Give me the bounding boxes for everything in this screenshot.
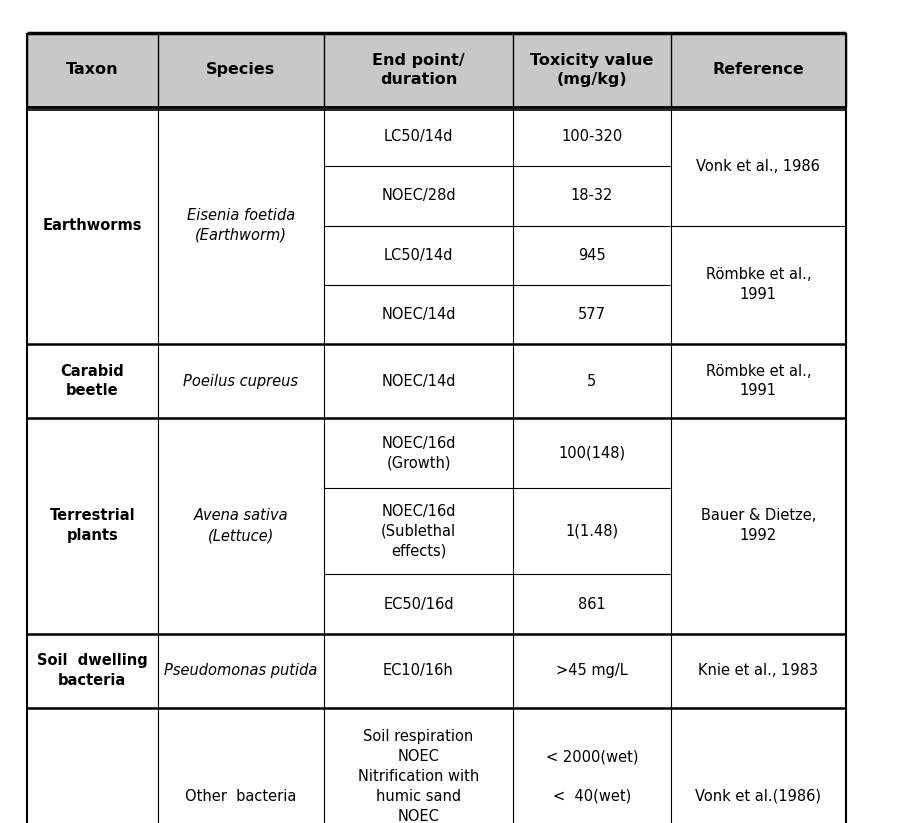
Text: 5: 5 xyxy=(587,374,597,388)
Text: NOEC/16d
(Sublethal
effects): NOEC/16d (Sublethal effects) xyxy=(381,504,456,559)
Bar xyxy=(513,488,670,574)
Text: End point/
duration: End point/ duration xyxy=(372,53,465,87)
Bar xyxy=(513,418,670,488)
Bar xyxy=(324,708,513,823)
Bar xyxy=(670,708,846,823)
Bar xyxy=(513,285,670,344)
Bar xyxy=(324,634,513,708)
Bar xyxy=(670,418,846,634)
Bar xyxy=(27,107,158,344)
Bar xyxy=(27,344,158,418)
Bar xyxy=(513,344,670,418)
Bar xyxy=(324,107,513,166)
Text: Pseudomonas putida: Pseudomonas putida xyxy=(164,663,318,678)
Bar xyxy=(158,708,324,823)
Text: >45 mg/L: >45 mg/L xyxy=(556,663,627,678)
Text: 577: 577 xyxy=(578,307,606,322)
Text: Carabid
beetle: Carabid beetle xyxy=(60,364,124,398)
Bar xyxy=(324,574,513,634)
Bar xyxy=(324,166,513,226)
Text: Other  bacteria: Other bacteria xyxy=(185,788,296,804)
Bar xyxy=(27,418,158,634)
Text: Reference: Reference xyxy=(713,63,804,77)
Text: < 2000(wet)

<  40(wet)

≤ 0.1(wet): < 2000(wet) < 40(wet) ≤ 0.1(wet) xyxy=(545,749,638,823)
Bar xyxy=(27,708,158,823)
Text: NOEC/14d: NOEC/14d xyxy=(382,307,455,322)
Text: Soil  dwelling
bacteria: Soil dwelling bacteria xyxy=(37,653,148,688)
Bar xyxy=(324,285,513,344)
Text: Earthworms: Earthworms xyxy=(42,218,142,233)
Bar xyxy=(324,344,513,418)
Bar xyxy=(27,33,158,107)
Text: Taxon: Taxon xyxy=(66,63,119,77)
Text: Vonk et al.(1986): Vonk et al.(1986) xyxy=(695,788,821,804)
Bar xyxy=(513,107,670,166)
Text: 100(148): 100(148) xyxy=(558,445,626,461)
Text: Bauer & Dietze,
1992: Bauer & Dietze, 1992 xyxy=(700,509,816,543)
Bar xyxy=(513,634,670,708)
Text: Eisenia foetida
(Earthworm): Eisenia foetida (Earthworm) xyxy=(186,208,295,243)
Bar xyxy=(670,107,846,226)
Text: LC50/14d: LC50/14d xyxy=(383,248,454,263)
Text: NOEC/28d: NOEC/28d xyxy=(382,188,455,203)
Bar xyxy=(158,634,324,708)
Text: Terrestrial
plants: Terrestrial plants xyxy=(50,509,135,543)
Text: NOEC/16d
(Growth): NOEC/16d (Growth) xyxy=(382,435,455,471)
Bar xyxy=(670,226,846,344)
Text: 945: 945 xyxy=(578,248,606,263)
Text: 861: 861 xyxy=(578,597,606,611)
Bar xyxy=(158,107,324,344)
Bar xyxy=(158,344,324,418)
Text: NOEC/14d: NOEC/14d xyxy=(382,374,455,388)
Text: 1(1.48): 1(1.48) xyxy=(565,523,618,539)
Text: Poeilus cupreus: Poeilus cupreus xyxy=(184,374,298,388)
Bar xyxy=(513,574,670,634)
Text: Vonk et al., 1986: Vonk et al., 1986 xyxy=(697,159,820,174)
Bar xyxy=(670,634,846,708)
Text: Avena sativa
(Lettuce): Avena sativa (Lettuce) xyxy=(194,509,288,543)
Text: Römbke et al.,
1991: Römbke et al., 1991 xyxy=(706,364,811,398)
Bar xyxy=(27,634,158,708)
Bar xyxy=(324,418,513,488)
Bar xyxy=(324,33,513,107)
Bar xyxy=(158,418,324,634)
Text: EC10/16h: EC10/16h xyxy=(383,663,454,678)
Bar xyxy=(670,344,846,418)
Text: Knie et al., 1983: Knie et al., 1983 xyxy=(698,663,818,678)
Bar xyxy=(670,33,846,107)
Text: Species: Species xyxy=(206,63,275,77)
Bar xyxy=(513,33,670,107)
Bar xyxy=(513,708,670,823)
Bar xyxy=(324,226,513,285)
Bar xyxy=(324,488,513,574)
Text: Römbke et al.,
1991: Römbke et al., 1991 xyxy=(706,267,811,302)
Bar xyxy=(513,226,670,285)
Bar xyxy=(158,33,324,107)
Text: Soil respiration
NOEC
Nitrification with
humic sand
NOEC
Nitrification with
loam: Soil respiration NOEC Nitrification with… xyxy=(358,729,479,823)
Text: EC50/16d: EC50/16d xyxy=(383,597,454,611)
Text: 100-320: 100-320 xyxy=(561,129,623,144)
Text: Toxicity value
(mg/kg): Toxicity value (mg/kg) xyxy=(530,53,653,87)
Text: LC50/14d: LC50/14d xyxy=(383,129,454,144)
Text: 18-32: 18-32 xyxy=(571,188,613,203)
Bar xyxy=(513,166,670,226)
